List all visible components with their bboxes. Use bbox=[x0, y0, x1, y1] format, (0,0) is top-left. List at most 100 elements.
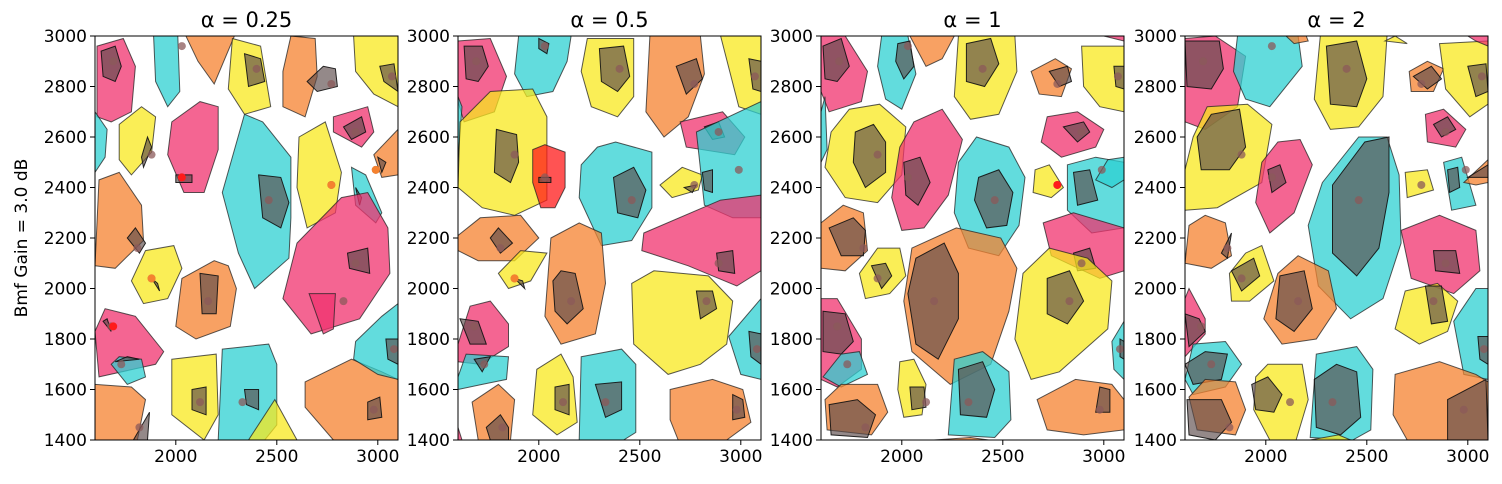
data-point bbox=[496, 244, 505, 253]
region-outer bbox=[282, 191, 391, 335]
panel-2: 2000 2500 3000 1400 1600 1800 2000 2200 2400 2600… bbox=[407, 8, 763, 467]
region-outer bbox=[497, 250, 548, 290]
data-point bbox=[978, 64, 987, 73]
region-inner bbox=[1230, 257, 1261, 292]
y-tick-label: 1800 bbox=[1134, 330, 1177, 350]
region-inner bbox=[701, 169, 713, 194]
data-point bbox=[690, 180, 699, 189]
region-inner bbox=[1325, 40, 1368, 108]
data-point bbox=[690, 79, 699, 88]
region-inner bbox=[1072, 169, 1099, 206]
data-point bbox=[327, 79, 336, 88]
region-inner bbox=[243, 389, 260, 411]
region-outer bbox=[669, 378, 752, 440]
data-point bbox=[498, 423, 507, 432]
region-inner bbox=[675, 58, 703, 95]
data-point bbox=[264, 196, 273, 205]
region-outer bbox=[1310, 434, 1351, 440]
y-tick-label: 1600 bbox=[1134, 381, 1177, 401]
data-point bbox=[714, 127, 723, 136]
data-point bbox=[1342, 64, 1351, 73]
y-tick-label: 2000 bbox=[1134, 280, 1177, 300]
data-point bbox=[389, 345, 398, 354]
y-tick-label: 3000 bbox=[1134, 27, 1177, 47]
y-tick-label: 2000 bbox=[770, 280, 813, 300]
y-tick-label: 2800 bbox=[407, 78, 450, 98]
region-inner bbox=[485, 414, 509, 440]
panel-title: α = 0.5 bbox=[570, 8, 648, 32]
x-tick-label: 2000 bbox=[1244, 447, 1287, 467]
data-point bbox=[714, 259, 723, 268]
regions-layer bbox=[458, 36, 761, 440]
data-point bbox=[903, 173, 912, 182]
region-outer bbox=[728, 297, 761, 380]
data-point bbox=[369, 405, 378, 414]
regions-layer bbox=[95, 36, 398, 440]
data-point bbox=[859, 244, 868, 253]
y-tick-label: 1400 bbox=[407, 431, 450, 451]
data-point bbox=[873, 274, 882, 283]
data-point bbox=[964, 398, 973, 407]
x-tick-label: 2500 bbox=[981, 447, 1024, 467]
region-outer bbox=[909, 36, 955, 67]
data-point bbox=[1477, 72, 1486, 81]
region-inner bbox=[258, 174, 290, 229]
data-point bbox=[732, 405, 741, 414]
region-outer bbox=[1081, 45, 1124, 113]
regions-layer bbox=[1185, 36, 1488, 440]
region-outer bbox=[308, 293, 336, 335]
data-point bbox=[339, 297, 348, 306]
x-tick-label: 2000 bbox=[154, 447, 197, 467]
data-point bbox=[252, 64, 261, 73]
highlight-point bbox=[109, 322, 118, 331]
data-point bbox=[903, 42, 912, 51]
panel-1: 2000 2500 3000 1400 1600 1800 2000 2200 2400 2600… bbox=[44, 8, 400, 467]
y-tick-label: 1400 bbox=[770, 431, 813, 451]
region-inner bbox=[1062, 121, 1091, 143]
data-point bbox=[1267, 173, 1276, 182]
data-point bbox=[930, 297, 939, 306]
y-tick-label: 1400 bbox=[1134, 431, 1177, 451]
data-point bbox=[351, 127, 360, 136]
y-tick-label: 2400 bbox=[1134, 179, 1177, 199]
region-outer bbox=[514, 36, 572, 98]
region-outer bbox=[95, 383, 147, 440]
data-point bbox=[1097, 165, 1106, 174]
region-outer bbox=[720, 36, 761, 115]
region-outer bbox=[353, 36, 398, 108]
region-outer bbox=[934, 436, 989, 440]
region-outer bbox=[153, 36, 181, 108]
data-point bbox=[109, 57, 118, 66]
region-outer bbox=[185, 36, 235, 86]
data-point bbox=[922, 398, 931, 407]
region-outer bbox=[458, 427, 463, 440]
x-tick-label: 2000 bbox=[517, 447, 560, 467]
data-point bbox=[1354, 196, 1363, 205]
data-point bbox=[510, 150, 519, 159]
region-outer bbox=[167, 101, 219, 193]
data-point bbox=[835, 57, 844, 66]
y-tick-label: 2800 bbox=[1134, 78, 1177, 98]
region-outer bbox=[1285, 36, 1309, 45]
data-point bbox=[1053, 79, 1062, 88]
region-inner bbox=[1467, 63, 1488, 98]
region-inner bbox=[852, 123, 887, 189]
data-point bbox=[470, 322, 479, 331]
x-tick-label: 2500 bbox=[618, 447, 661, 467]
region-inner bbox=[598, 45, 631, 93]
y-tick-label: 2200 bbox=[770, 229, 813, 249]
panel-title: α = 2 bbox=[1307, 8, 1365, 32]
y-tick-label: 2200 bbox=[1134, 229, 1177, 249]
region-outer bbox=[1094, 156, 1124, 189]
x-tick-label: 2000 bbox=[880, 447, 923, 467]
data-point bbox=[843, 360, 852, 369]
x-tick-label: 3000 bbox=[1446, 447, 1489, 467]
data-point bbox=[1267, 42, 1276, 51]
data-point bbox=[1417, 180, 1426, 189]
data-point bbox=[540, 42, 549, 51]
region-inner bbox=[1267, 164, 1287, 194]
region-outer bbox=[1032, 164, 1065, 199]
y-tick-label: 1600 bbox=[770, 381, 813, 401]
highlight-point bbox=[147, 274, 156, 283]
